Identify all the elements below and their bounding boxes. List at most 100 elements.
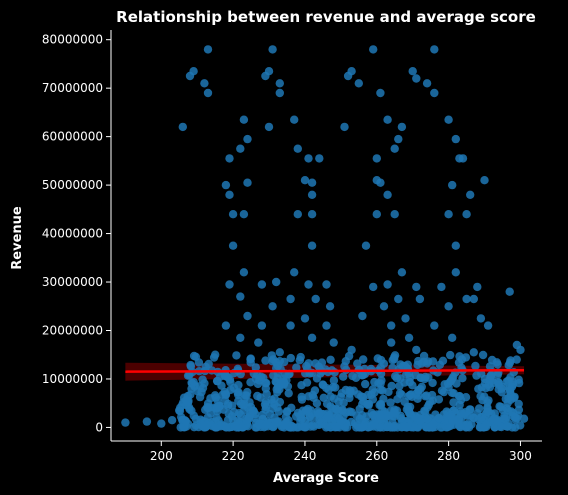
data-point [368,411,378,420]
data-point [308,390,317,400]
data-point [176,423,185,432]
data-point [476,314,486,323]
data-point [318,380,328,390]
data-point [275,79,284,88]
data-point [270,400,279,409]
data-point [322,280,331,289]
x-tick-label: 300 [509,449,532,463]
data-point [142,417,152,426]
data-point [211,423,220,432]
data-point [315,154,324,163]
data-point [242,416,251,425]
data-point [421,392,430,401]
data-point [275,348,284,357]
data-point [424,400,433,410]
data-point [458,374,467,383]
x-tick-label: 280 [437,449,460,463]
data-point [251,374,260,383]
data-point [203,45,213,54]
data-point [203,88,213,98]
data-point [473,282,482,292]
data-point [444,302,453,311]
data-point [359,355,368,364]
data-point [322,399,332,408]
data-point [376,355,386,365]
data-point [367,390,376,399]
data-point [185,405,194,414]
data-point [261,405,270,414]
data-point [457,355,467,364]
y-ticks: 0 10000000 20000000 30000000 40000000 5000000… [42,33,111,434]
y-tick-label: 10000000 [42,372,103,386]
data-point [429,420,438,429]
x-tick-label: 200 [150,449,173,463]
data-point [272,385,281,394]
data-point [367,421,376,431]
x-ticks: 200 220 240 260 280 300 [150,441,532,463]
data-point [435,360,445,369]
data-point [239,406,249,415]
data-point [292,363,301,372]
data-point [455,392,464,401]
data-point [514,375,523,384]
y-tick-label: 40000000 [42,227,103,241]
data-point [322,321,331,330]
data-point [397,423,406,432]
data-point [494,378,503,388]
data-point [482,407,492,417]
data-point [261,356,270,365]
data-point [186,360,195,370]
data-point [408,67,417,76]
x-axis-label: Average Score [273,471,379,486]
data-point [394,294,403,304]
data-point [305,412,314,422]
data-point [315,409,324,418]
data-point [355,414,365,423]
data-point [404,333,414,342]
x-tick-label: 240 [293,449,316,463]
data-point [312,399,322,408]
points-layer [121,45,529,432]
data-point [226,378,235,387]
data-point [217,381,226,390]
data-point [462,294,471,304]
data-point [376,178,385,187]
data-point [453,415,463,425]
data-point [505,287,514,296]
data-point [436,423,445,432]
data-point [411,370,420,380]
data-point [307,241,317,250]
data-point [446,350,455,360]
data-point [375,410,384,419]
data-point [386,398,395,407]
data-point [369,282,378,292]
data-point [361,241,371,250]
data-point [480,423,489,432]
data-point [394,134,403,144]
data-point [242,391,251,400]
data-point [497,422,506,432]
data-point [227,412,237,421]
y-tick-label: 30000000 [42,275,103,289]
data-point [214,416,223,425]
data-point [225,154,234,163]
data-point [483,321,493,330]
data-point [191,414,201,424]
data-point [293,408,303,418]
data-point [444,210,453,219]
data-point [269,422,279,431]
data-point [390,144,399,153]
data-point [268,45,277,54]
data-point [307,210,317,219]
data-point [498,405,507,415]
data-point [383,280,392,289]
data-point [372,210,381,219]
data-point [225,190,234,199]
data-point [201,405,210,414]
data-point [179,398,188,407]
data-point [286,321,295,330]
data-point [387,338,396,347]
data-point [312,374,322,383]
data-point [412,282,421,292]
data-point [200,79,209,88]
